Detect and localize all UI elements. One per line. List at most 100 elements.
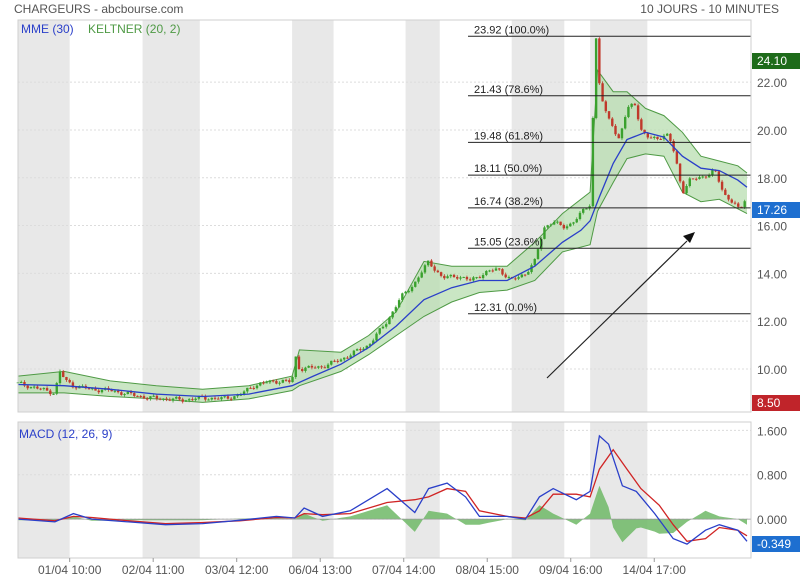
candle-body-203 [672, 140, 675, 152]
candle-body-155 [517, 277, 520, 279]
candle-body-100 [339, 359, 343, 362]
candle-body-126 [423, 265, 427, 273]
x-tick-label-2: 03/04 12:00 [205, 563, 269, 577]
candle-body-63 [220, 397, 223, 400]
candle-body-83 [284, 379, 288, 381]
candle-body-180 [598, 38, 601, 84]
candle-body-181 [601, 83, 604, 102]
candle-body-143 [478, 277, 482, 279]
fib-label-5: 15.05 (23.6%) [474, 236, 543, 248]
candle-body-2 [23, 381, 26, 386]
candle-body-33 [123, 394, 126, 396]
candle-body-80 [275, 381, 278, 384]
candle-body-190 [630, 103, 633, 107]
candle-body-156 [520, 274, 524, 278]
macd-last-tag: -0.349 [752, 536, 800, 552]
candle-body-60 [210, 397, 213, 400]
candle-body-175 [582, 208, 585, 213]
candle-body-36 [133, 393, 136, 396]
candle-body-178 [591, 117, 595, 207]
candle-body-48 [171, 398, 175, 401]
candle-body-1 [20, 381, 23, 383]
candle-body-205 [678, 163, 682, 182]
candle-body-105 [355, 349, 359, 351]
y-tick-label-4: 18.00 [757, 172, 787, 186]
x-tick-label-7: 14/04 17:00 [623, 563, 687, 577]
candle-body-164 [546, 225, 549, 228]
candle-body-114 [384, 324, 388, 327]
candle-body-39 [142, 396, 146, 399]
price-panel-frame [17, 19, 752, 413]
candle-body-108 [365, 345, 369, 349]
candle-body-165 [549, 224, 553, 226]
x-tick-label-3: 06/04 13:00 [289, 563, 353, 577]
candle-body-59 [207, 399, 210, 401]
candle-body-132 [443, 275, 446, 279]
candle-body-46 [165, 398, 168, 400]
candle-body-138 [462, 276, 465, 278]
fibonacci-levels: 23.92 (100.0%) 21.43 (78.6%) 19.48 (61.8%)… [468, 24, 751, 315]
x-tick-label-1: 02/04 11:00 [122, 563, 185, 577]
candle-body-157 [523, 274, 527, 276]
keltner-upper-line [17, 68, 748, 390]
candle-body-55 [194, 398, 197, 401]
candle-body-125 [420, 272, 423, 278]
macd-panel [17, 434, 751, 545]
candle-body-209 [691, 178, 695, 180]
fib-label-6: 12.31 (0.0%) [474, 302, 537, 314]
session-shade-4 [511, 20, 565, 412]
candle-body-43 [155, 395, 159, 399]
candle-body-66 [229, 398, 233, 400]
x-tick-label-0: 01/04 10:00 [38, 563, 102, 577]
candle-body-213 [704, 176, 708, 178]
candle-body-75 [259, 382, 262, 386]
candle-body-139 [465, 276, 469, 280]
candle-body-71 [246, 387, 249, 392]
y-tick-label-1: 12.00 [757, 315, 787, 329]
session-shade-0 [18, 20, 70, 412]
session-shade-1 [142, 20, 200, 412]
macd-panel-frame [17, 421, 752, 559]
candle-body-184 [611, 118, 614, 126]
candle-body-144 [481, 275, 485, 279]
candle-body-77 [265, 382, 268, 384]
candle-body-42 [152, 395, 155, 397]
candle-body-98 [333, 360, 336, 362]
y-tick-label-5: 20.00 [757, 124, 787, 138]
candle-body-171 [569, 223, 572, 227]
candle-body-52 [184, 400, 188, 402]
candle-body-56 [197, 395, 201, 399]
candle-body-72 [249, 387, 252, 389]
candle-body-41 [149, 396, 152, 400]
macd-y-tick-label-2: 0.000 [757, 513, 787, 527]
candle-body-20 [81, 385, 84, 387]
candle-body-191 [633, 103, 637, 106]
legend-keltner: KELTNER (20, 2) [88, 22, 180, 36]
candle-body-6 [36, 386, 39, 389]
candle-body-130 [436, 270, 440, 273]
candle-body-40 [145, 398, 149, 400]
candle-body-169 [562, 225, 566, 229]
candle-body-93 [317, 366, 320, 368]
candle-body-12 [55, 383, 58, 394]
ema-line [17, 131, 748, 398]
candle-body-47 [168, 399, 171, 401]
candle-body-34 [126, 391, 130, 395]
candle-body-99 [336, 360, 339, 362]
candle-body-179 [594, 38, 598, 118]
candle-body-206 [682, 181, 685, 194]
candle-body-182 [604, 101, 608, 112]
candle-body-11 [52, 393, 55, 395]
candle-body-58 [204, 396, 207, 400]
legend-macd: MACD (12, 26, 9) [19, 427, 112, 441]
candle-body-97 [330, 360, 333, 365]
fib-label-2: 19.48 (61.8%) [474, 130, 543, 142]
candle-body-95 [323, 367, 327, 369]
candle-body-106 [359, 349, 362, 351]
candle-body-201 [665, 133, 669, 136]
candle-body-37 [136, 395, 139, 397]
candle-body-82 [281, 379, 285, 383]
candle-body-163 [543, 227, 546, 239]
candle-body-70 [242, 391, 246, 395]
candle-body-146 [488, 270, 491, 272]
